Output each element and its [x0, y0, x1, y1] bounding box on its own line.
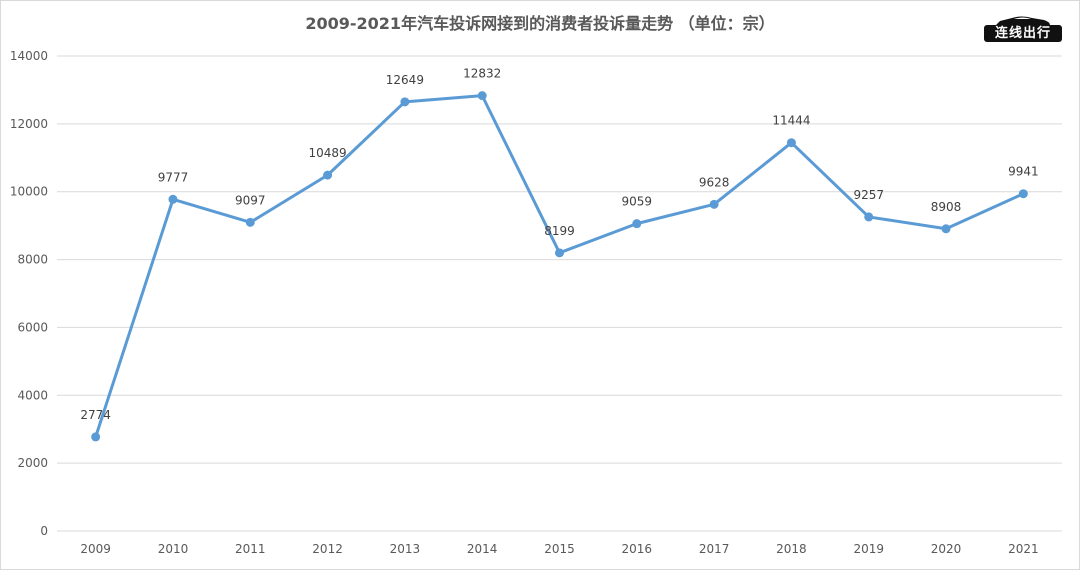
data-point [168, 194, 178, 204]
y-tick-label: 4000 [17, 388, 48, 402]
data-label: 10489 [308, 146, 346, 160]
x-tick-label: 2020 [931, 542, 962, 556]
data-point [941, 224, 951, 234]
x-tick-label: 2016 [622, 542, 653, 556]
data-point [91, 432, 101, 442]
x-tick-label: 2018 [776, 542, 807, 556]
data-point [632, 219, 642, 229]
data-label: 9059 [622, 195, 653, 209]
brand-logo: 连线出行 [984, 14, 1062, 42]
x-tick-label: 2010 [158, 542, 189, 556]
y-tick-label: 0 [40, 524, 48, 538]
x-tick-label: 2014 [467, 542, 498, 556]
data-label: 9097 [235, 193, 266, 207]
x-tick-label: 2012 [312, 542, 343, 556]
series-line [94, 94, 1024, 438]
data-point [786, 138, 796, 148]
data-point [245, 217, 255, 227]
data-point [400, 97, 410, 107]
data-label: 12649 [386, 73, 424, 87]
y-tick-label: 2000 [17, 456, 48, 470]
data-point [323, 170, 333, 180]
y-tick-label: 10000 [10, 185, 48, 199]
x-tick-label: 2017 [699, 542, 730, 556]
x-tick-label: 2009 [80, 542, 111, 556]
data-label: 8908 [931, 200, 962, 214]
y-tick-label: 12000 [10, 117, 48, 131]
data-point [709, 199, 719, 209]
data-label: 8199 [544, 224, 575, 238]
x-tick-label: 2015 [544, 542, 575, 556]
car-icon [996, 16, 1050, 25]
x-tick-label: 2013 [390, 542, 421, 556]
data-point [477, 91, 487, 101]
x-tick-label: 2021 [1008, 542, 1039, 556]
data-point [555, 248, 564, 258]
chart-title: 2009-2021年汽车投诉网接到的消费者投诉量走势 （单位：宗） [305, 14, 775, 33]
data-label: 12832 [463, 67, 501, 81]
logo-text: 连线出行 [984, 25, 1062, 42]
data-point [1018, 189, 1028, 199]
x-tick-label: 2019 [853, 542, 884, 556]
x-tick-label: 2011 [235, 542, 266, 556]
data-label: 2774 [80, 408, 111, 422]
y-tick-label: 6000 [17, 320, 48, 334]
data-label: 9628 [699, 175, 730, 189]
data-label: 9941 [1008, 165, 1039, 179]
y-tick-label: 14000 [10, 49, 48, 63]
data-label: 9257 [853, 188, 884, 202]
y-tick-label: 8000 [17, 253, 48, 267]
data-point [864, 212, 874, 222]
data-label: 9777 [158, 170, 189, 184]
data-label: 11444 [772, 114, 810, 128]
